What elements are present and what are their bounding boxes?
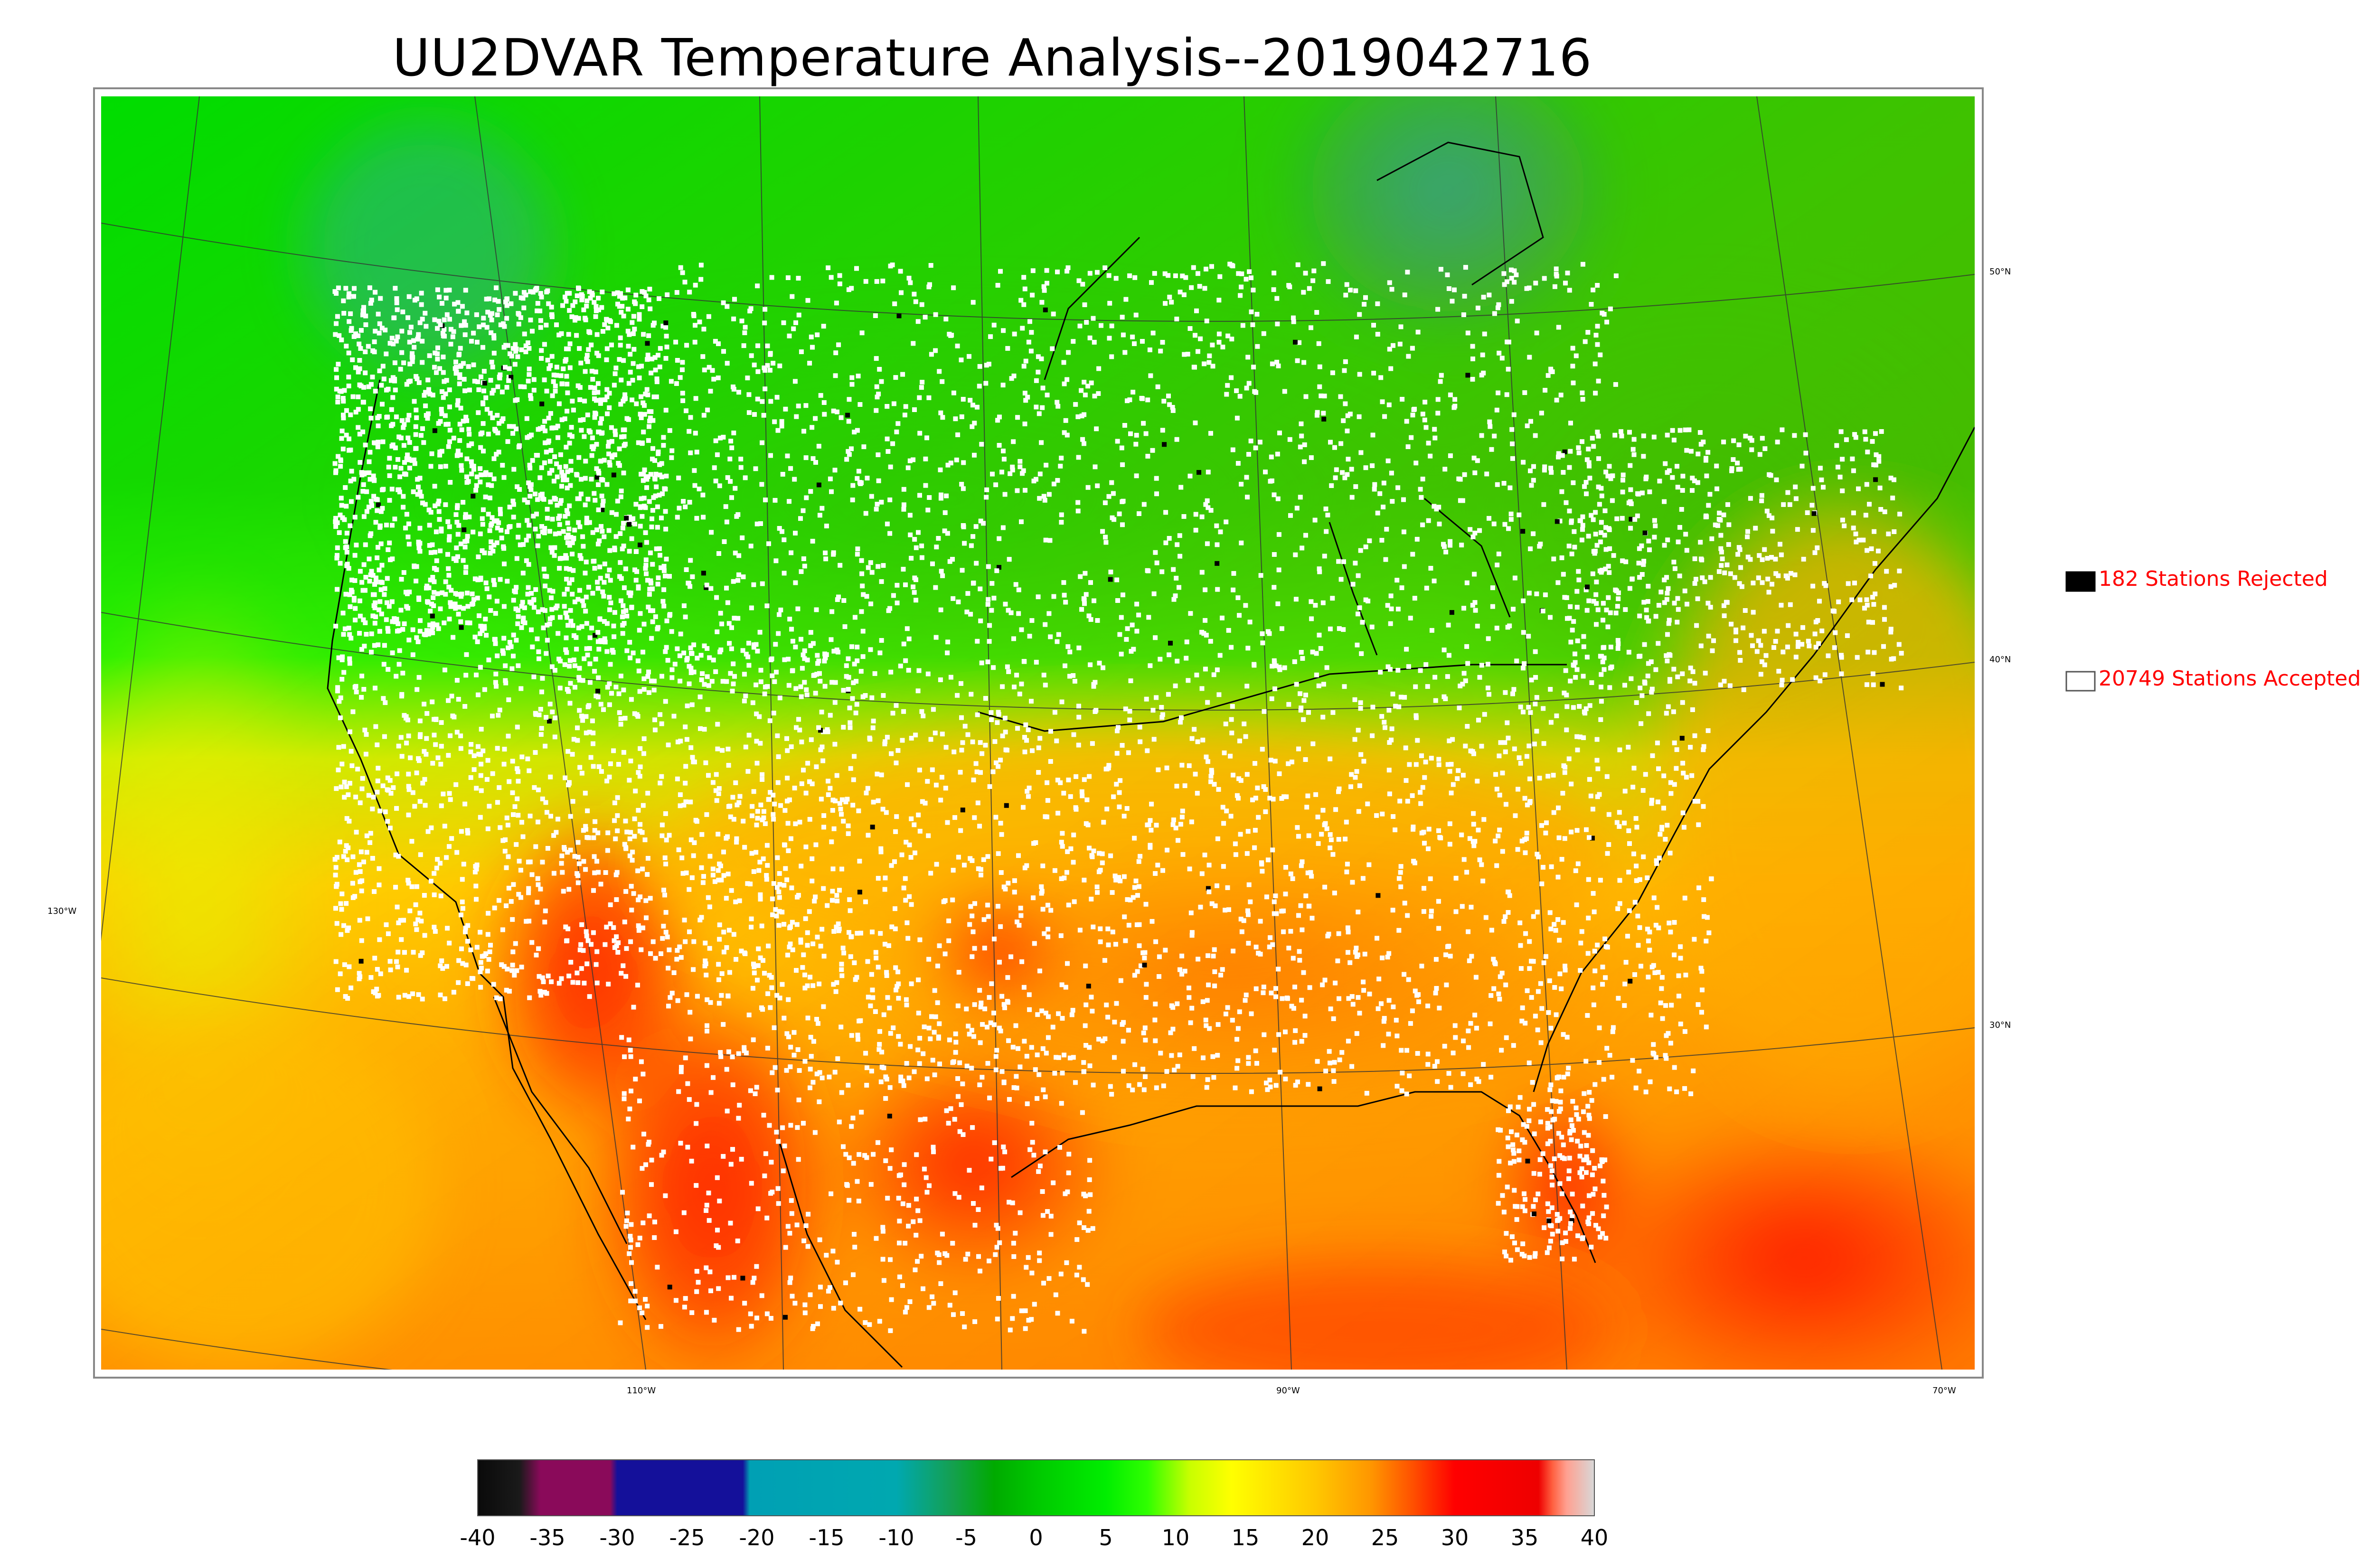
station-legend: 182 Stations Rejected 20749 Stations Acc…	[2065, 567, 2361, 692]
lat-label-40n: 40°N	[1989, 655, 2011, 665]
colorbar-tick-label: -15	[809, 1525, 844, 1550]
colorbar-tick-label: -35	[529, 1525, 565, 1550]
lon-label-110w: 110°W	[627, 1386, 656, 1396]
colorbar-tick-label: 0	[1029, 1525, 1043, 1550]
map-title: UU2DVAR Temperature Analysis--2019042716	[392, 28, 1592, 88]
accepted-swatch	[2065, 671, 2096, 692]
colorbar-tick-label: -5	[955, 1525, 977, 1550]
rejected-swatch	[2065, 571, 2096, 592]
accepted-label: 20749 Stations Accepted	[2099, 667, 2361, 691]
colorbar-tick-label: 25	[1371, 1525, 1399, 1550]
colorbar-tick-label: -10	[878, 1525, 914, 1550]
lat-label-50n: 50°N	[1989, 267, 2011, 277]
lon-label-70w: 70°W	[1932, 1386, 1956, 1396]
latitude-labels: 50°N 40°N 30°N	[1989, 267, 2011, 1030]
colorbar-tick-label: 15	[1232, 1525, 1260, 1550]
lat-label-30n: 30°N	[1989, 1020, 2011, 1030]
lon-label-130w: 130°W	[47, 906, 76, 916]
rejected-label: 182 Stations Rejected	[2099, 567, 2328, 591]
colorbar-tick-label: -20	[739, 1525, 774, 1550]
lon-label-90w: 90°W	[1276, 1386, 1300, 1396]
colorbar-tick-label: 20	[1301, 1525, 1329, 1550]
colorbar-scale	[477, 1459, 1595, 1516]
longitude-labels: 130°W 110°W 90°W 70°W	[47, 906, 1956, 1396]
colorbar-tick-label: -30	[599, 1525, 635, 1550]
colorbar-tick-label: 5	[1099, 1525, 1112, 1550]
colorbar-tick-label: 10	[1162, 1525, 1190, 1550]
colorbar-tick-label: -40	[460, 1525, 495, 1550]
station-markers	[332, 261, 1904, 1334]
colorbar: -40 -35 -30 -25 -20 -15 -10 -5 0 5 10 15 20 25 30 35 40	[460, 1459, 1608, 1550]
colorbar-ticks: -40 -35 -30 -25 -20 -15 -10 -5 0 5 10 15 20 25 30 35 40	[460, 1525, 1608, 1550]
colorbar-tick-label: 40	[1581, 1525, 1609, 1550]
colorbar-tick-label: 30	[1441, 1525, 1469, 1550]
colorbar-tick-label: 35	[1511, 1525, 1539, 1550]
colorbar-tick-label: -25	[669, 1525, 705, 1550]
